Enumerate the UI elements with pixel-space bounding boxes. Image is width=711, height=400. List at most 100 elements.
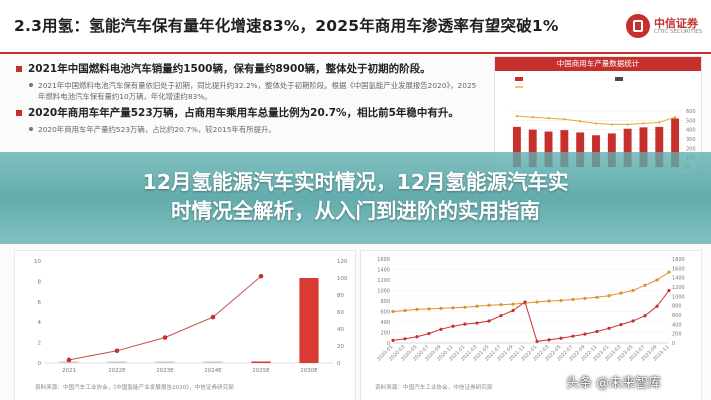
- series-point: [463, 322, 467, 326]
- bar: [512, 126, 521, 167]
- series-point: [475, 304, 479, 308]
- bar: [299, 278, 319, 363]
- headline-text: 12月氢能源汽车实时情况，12月氢能源汽车实 时情况全解析，从入门到进阶的实用指…: [0, 168, 711, 226]
- left-y-tick: 4: [38, 320, 42, 326]
- x-tick-label: 2030E: [300, 368, 318, 374]
- line-point: [114, 348, 120, 354]
- logo-text: 中信证券: [654, 17, 698, 30]
- series-point: [571, 297, 575, 302]
- series-point: [487, 319, 491, 323]
- bullet-sub-1: 2021年中国燃料电池汽车保有量依旧处于初期，同比提升约32.2%，整体处于初期…: [16, 80, 481, 102]
- series-point: [583, 296, 587, 300]
- citic-logo: 中信证券 CITIC SECURITIES: [626, 12, 706, 42]
- y-tick-label: 500: [686, 118, 696, 124]
- left-y-tick: 1200: [377, 278, 390, 284]
- x-tick-label: 2024E: [204, 368, 222, 374]
- logo-subtext: CITIC SECURITIES: [654, 29, 703, 35]
- right-y-tick: 0: [337, 361, 341, 367]
- left-y-tick: 1400: [377, 268, 390, 274]
- series-point: [631, 288, 635, 293]
- series-point: [487, 303, 491, 307]
- left-y-tick: 800: [380, 299, 390, 305]
- series-point: [535, 339, 539, 344]
- series-point: [559, 298, 563, 303]
- series-point: [475, 321, 479, 325]
- series-point: [427, 307, 431, 311]
- right-y-tick: 800: [672, 304, 682, 310]
- x-tick-label: 2023E: [156, 368, 174, 374]
- line-point: [66, 357, 72, 363]
- series-point: [631, 319, 635, 323]
- right-y-tick: 20: [337, 344, 344, 350]
- right-y-tick: 80: [337, 293, 344, 299]
- series-point: [511, 302, 515, 306]
- series-point: [655, 304, 659, 308]
- chart-source: 资料来源：中国汽车工业协会，《中国氢能产业发展报告2020》，中信证券研究部: [35, 385, 234, 391]
- series-point: [619, 291, 623, 295]
- series-point: [403, 337, 407, 341]
- left-y-tick: 400: [380, 320, 390, 326]
- bar: [607, 133, 616, 167]
- legend-bar-marker: [615, 77, 623, 81]
- x-tick-label: 2022E: [108, 368, 126, 374]
- bar: [203, 361, 223, 363]
- right-y-tick: 100: [337, 276, 348, 282]
- y-tick-label: 600: [686, 109, 696, 115]
- series-point: [511, 308, 515, 313]
- right-y-tick: 1600: [672, 266, 685, 272]
- series-point: [439, 306, 443, 310]
- left-y-tick: 600: [380, 310, 390, 316]
- series-point: [403, 308, 407, 313]
- source-watermark: 头条 @未来智库: [566, 372, 661, 392]
- bar: [528, 129, 537, 167]
- series-point: [499, 314, 503, 318]
- bar: [59, 361, 79, 363]
- bullet-main-1: 2021年中国燃料电池汽车销量约1500辆，保有量约8900辆，整体处于初期的阶…: [16, 62, 481, 77]
- series-point: [595, 295, 599, 299]
- bullet-list: 2021年中国燃料电池汽车销量约1500辆，保有量约8900辆，整体处于初期的阶…: [16, 62, 481, 139]
- left-y-tick: 1600: [377, 257, 390, 263]
- series-point: [415, 335, 419, 339]
- series-point: [439, 327, 443, 331]
- bullet-main-2: 2020年商用车年产量523万辆，占商用车乘用车总量比例为20.7%，相比前5年…: [16, 106, 481, 121]
- series-point: [583, 332, 587, 336]
- right-y-tick: 600: [672, 313, 682, 319]
- series-point: [643, 314, 647, 318]
- left-y-tick: 6: [38, 300, 42, 306]
- right-y-tick: 0: [672, 341, 675, 347]
- series-point: [643, 283, 647, 287]
- series-point: [427, 331, 431, 336]
- right-y-tick: 60: [337, 310, 344, 316]
- slide-title: 2.3用氢：氢能汽车保有量年化增速83%，2025年商用车渗透率有望突破1%: [14, 17, 559, 35]
- chart-title: 中国商用车产量数据统计: [495, 57, 701, 71]
- line-point: [210, 314, 216, 320]
- series-point: [595, 329, 599, 334]
- x-tick-label: 2025E: [252, 368, 270, 374]
- left-y-tick: 0: [387, 341, 390, 347]
- watermark-text: 头条 @未来智库: [566, 376, 662, 391]
- series-point: [499, 303, 503, 307]
- left-y-tick: 200: [380, 331, 390, 337]
- bar: [639, 127, 648, 167]
- series-point: [451, 324, 455, 328]
- bar: [251, 361, 271, 363]
- left-y-tick: 1000: [377, 289, 390, 295]
- bar: [560, 130, 569, 167]
- right-y-tick: 400: [672, 322, 682, 328]
- left-y-tick: 10: [34, 259, 41, 265]
- line-point: [258, 274, 264, 279]
- bar: [671, 118, 680, 167]
- monthly-sales-panel: 资料来源：中国汽车工业协会，中信证券研究部 1600 1400 1200 1000 80…: [360, 250, 702, 400]
- ratio-line: [516, 115, 676, 125]
- y-tick-label: 200: [686, 146, 696, 152]
- series-point: [607, 326, 611, 330]
- right-y-tick: 1800: [672, 257, 685, 263]
- series-point: [523, 300, 527, 304]
- legend-bar-marker: [515, 77, 523, 81]
- series-point: [391, 338, 395, 342]
- headline-line-2: 时情况全解析，从入门到进阶的实用指南: [171, 199, 540, 223]
- y-tick-label: 300: [686, 137, 696, 143]
- series-point: [415, 307, 419, 311]
